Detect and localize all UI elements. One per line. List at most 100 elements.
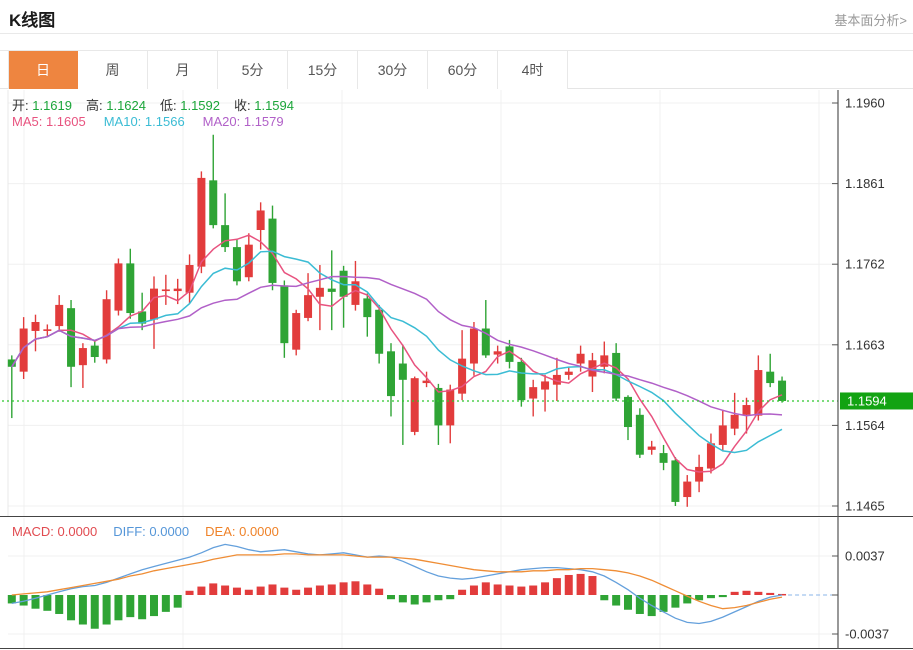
tab-interval-2[interactable]: 月 bbox=[148, 51, 218, 89]
price-axis-label: 1.1465 bbox=[845, 499, 885, 514]
candle-body bbox=[256, 210, 265, 231]
price-axis-label: 1.1960 bbox=[845, 96, 885, 111]
title-divider bbox=[0, 33, 913, 34]
candle-body bbox=[422, 380, 431, 384]
macd-bar bbox=[600, 595, 609, 601]
macd-bar bbox=[754, 591, 763, 595]
macd-bar bbox=[185, 590, 194, 595]
candle-body bbox=[410, 378, 419, 432]
macd-bar bbox=[422, 595, 431, 603]
macd-bar bbox=[351, 581, 360, 595]
macd-bar bbox=[493, 584, 502, 595]
macd-bar bbox=[31, 595, 40, 609]
candle-body bbox=[576, 353, 585, 364]
candle-body bbox=[517, 361, 526, 401]
candle-body bbox=[754, 370, 763, 416]
candle-body bbox=[446, 389, 455, 426]
candle-body bbox=[315, 287, 324, 297]
candle-body bbox=[706, 443, 715, 469]
macd-axis-label: -0.0037 bbox=[845, 627, 889, 642]
current-price-badge bbox=[840, 392, 913, 410]
candle-body bbox=[718, 425, 727, 445]
macd-bar bbox=[43, 595, 52, 611]
candle-body bbox=[339, 270, 348, 297]
candle-body bbox=[244, 244, 253, 278]
price-axis-label: 1.1762 bbox=[845, 257, 885, 272]
macd-bar bbox=[778, 593, 787, 596]
candle-body bbox=[671, 460, 680, 502]
tab-interval-5[interactable]: 30分 bbox=[358, 51, 428, 89]
macd-bar bbox=[612, 595, 621, 606]
candle-body bbox=[126, 263, 135, 314]
macd-bar bbox=[55, 595, 64, 614]
tab-interval-3[interactable]: 5分 bbox=[218, 51, 288, 89]
macd-bar bbox=[718, 595, 727, 598]
macd-bar bbox=[209, 583, 218, 595]
candle-body bbox=[683, 481, 692, 498]
macd-bar bbox=[434, 595, 443, 601]
candle-body bbox=[43, 329, 52, 331]
macd-bar bbox=[635, 595, 644, 614]
price-axis-label: 1.1663 bbox=[845, 337, 885, 352]
legend-item: MACD: 0.0000 bbox=[12, 524, 98, 539]
macd-bar bbox=[102, 595, 111, 625]
candle-body bbox=[351, 281, 360, 305]
candle-body bbox=[552, 374, 561, 385]
macd-bar bbox=[730, 591, 739, 595]
candle-body bbox=[434, 387, 443, 426]
ma10-line bbox=[11, 250, 783, 454]
macd-bar bbox=[339, 582, 348, 595]
macd-bar bbox=[564, 574, 573, 595]
interval-tabbar: 日周月 5分 15分 30分 60分 4时 bbox=[0, 50, 913, 89]
macd-bar bbox=[576, 573, 585, 595]
macd-bar bbox=[7, 595, 16, 604]
candle-body bbox=[327, 288, 336, 292]
tab-interval-0[interactable]: 日 bbox=[8, 51, 78, 89]
macd-bar bbox=[150, 595, 158, 617]
macd-bar bbox=[742, 590, 751, 595]
candle-body bbox=[469, 328, 478, 364]
tab-interval-1[interactable]: 周 bbox=[78, 51, 148, 89]
macd-bar bbox=[221, 585, 230, 595]
candle-body bbox=[292, 313, 301, 350]
tab-interval-6[interactable]: 60分 bbox=[428, 51, 498, 89]
candle-body bbox=[766, 371, 775, 384]
macd-bar bbox=[671, 595, 680, 608]
candle-body bbox=[742, 405, 751, 415]
legend-item: DIFF: 0.0000 bbox=[113, 524, 190, 539]
page-title: K线图 bbox=[9, 11, 56, 30]
macd-bar bbox=[232, 587, 241, 595]
candle-body bbox=[55, 304, 64, 327]
macd-bar bbox=[766, 592, 775, 595]
candle-body bbox=[150, 288, 158, 320]
macd-bar bbox=[363, 584, 372, 595]
macd-bar bbox=[659, 595, 668, 612]
macd-bar bbox=[280, 587, 289, 595]
candle-body bbox=[232, 247, 241, 282]
tab-interval-4[interactable]: 15分 bbox=[288, 51, 358, 89]
candle-body bbox=[375, 309, 384, 354]
price-axis-label: 1.1861 bbox=[845, 176, 885, 191]
tab-interval-7[interactable]: 4时 bbox=[498, 51, 568, 89]
legend-item: 收: 1.1594 bbox=[234, 98, 294, 113]
macd-bar bbox=[398, 595, 407, 603]
legend-item: 低: 1.1592 bbox=[160, 98, 220, 113]
candle-body bbox=[481, 328, 490, 356]
candle-body bbox=[90, 345, 99, 358]
fundamental-analysis-link[interactable]: 基本面分析> bbox=[834, 13, 907, 28]
candle-body bbox=[102, 299, 111, 360]
ohlc-legend: 开: 1.1619 高: 1.1624 低: 1.1592 收: 1.1594 bbox=[12, 95, 308, 114]
macd-bar bbox=[481, 582, 490, 595]
candle-body bbox=[280, 285, 289, 344]
macd-bar bbox=[505, 585, 514, 595]
macd-bar bbox=[78, 595, 87, 625]
candle-body bbox=[114, 263, 123, 311]
candle-body bbox=[624, 396, 632, 428]
candle-body bbox=[67, 308, 76, 367]
candle-body bbox=[458, 358, 467, 394]
macd-bar bbox=[541, 582, 550, 595]
legend-item: DEA: 0.0000 bbox=[205, 524, 279, 539]
macd-bar bbox=[458, 589, 467, 595]
macd-bar bbox=[114, 595, 123, 621]
